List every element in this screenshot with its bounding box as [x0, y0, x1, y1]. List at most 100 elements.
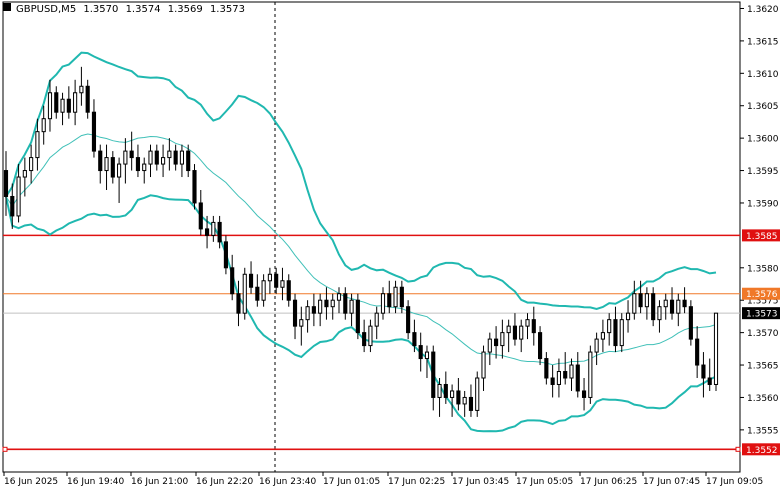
x-tick-label: 16 Jun 22:20 [196, 477, 253, 487]
candle [142, 157, 147, 184]
candle [129, 131, 134, 171]
candle-body-down [255, 286, 260, 301]
candle-body-down [695, 338, 700, 366]
candle-body-down [343, 293, 348, 314]
candle-body-down [98, 150, 103, 172]
horizontal-levels [2, 234, 741, 452]
y-tick-label: 1.3605 [747, 102, 779, 112]
candle-body-up [73, 92, 78, 113]
price-label-text: 1.3585 [746, 232, 778, 242]
candle-body-up [280, 280, 285, 288]
header-open: 1.3570 [83, 4, 118, 15]
candle [73, 79, 78, 126]
candle [431, 345, 436, 411]
candle-body-down [274, 273, 279, 288]
candle-body-up [22, 170, 27, 178]
candle-body-down [575, 364, 580, 392]
candle [217, 215, 222, 249]
candle-body-up [644, 293, 649, 308]
candle [16, 164, 21, 223]
candle-body-up [179, 150, 185, 165]
candle [500, 319, 505, 359]
candle [154, 144, 159, 171]
candle [450, 384, 455, 417]
candle-body-down [443, 383, 448, 398]
candle [701, 352, 706, 398]
candle [638, 280, 643, 314]
candle-body-up [117, 163, 122, 178]
candle [91, 99, 97, 158]
candle-body-down [355, 299, 360, 334]
candle-body-up [632, 293, 637, 314]
candle [274, 267, 279, 294]
candle [481, 345, 486, 391]
candle [330, 293, 335, 320]
y-tick-label: 1.3565 [747, 362, 779, 372]
candle-body-up [393, 286, 398, 308]
candle [651, 287, 656, 327]
candle-body-up [487, 338, 492, 353]
header-close: 1.3573 [210, 4, 245, 15]
plot-frame [2, 1, 741, 473]
axes: 1.3620 1.3615 1.3610 1.3605 1.3600 1.3595 1.35… [3, 5, 780, 487]
candle-body-up [500, 332, 505, 347]
candle-body-up [525, 319, 530, 327]
candle-body-down [431, 351, 436, 398]
candle [135, 144, 141, 178]
candle-body-down [10, 195, 15, 217]
candle-body-down [110, 157, 115, 178]
candle-body-up [349, 299, 354, 314]
candle [512, 313, 518, 346]
moving-average-line [5, 133, 717, 366]
candle [230, 254, 235, 301]
candle [192, 164, 197, 210]
x-tick-label: 17 Jun 01:05 [323, 477, 380, 487]
candles [3, 66, 719, 417]
symbol-marker-icon [3, 3, 11, 11]
candle-body-up [142, 163, 147, 172]
candle [418, 332, 423, 372]
y-tick-label: 1.3615 [747, 37, 779, 47]
candle-body-up [161, 157, 166, 165]
candle [437, 378, 442, 417]
x-tick-label: 17 Jun 02:25 [388, 477, 445, 487]
candle [104, 144, 109, 190]
candle-body-down [186, 150, 191, 172]
candle-body-up [424, 351, 430, 360]
candle [581, 378, 587, 411]
candle-body-down [198, 202, 203, 230]
candle-body-up [211, 221, 216, 236]
candle [173, 144, 178, 171]
candle [475, 371, 480, 417]
candle [688, 300, 693, 346]
candle [713, 312, 719, 391]
candle-body-down [456, 390, 461, 405]
candle [550, 365, 555, 398]
svg-text:GBPUSD,M5 1.3570: GBPUSD,M5 1.3570 1.3574 1.3569 1.3573 [16, 4, 245, 15]
candle-body-up [305, 306, 310, 321]
candle [286, 274, 291, 307]
candle [607, 313, 612, 346]
candle-body-up [261, 280, 266, 301]
candle [179, 144, 185, 178]
candle-body-up [663, 299, 668, 308]
candle [594, 332, 599, 366]
candle-body-down [204, 228, 210, 236]
candle-body-up [594, 338, 599, 353]
candle [657, 300, 662, 333]
candle [79, 66, 84, 106]
candle-body-up [607, 319, 612, 334]
y-tick-label: 1.3600 [747, 135, 779, 145]
candle-body-up [625, 312, 631, 321]
candle-body-up [368, 325, 373, 347]
candle-body-down [613, 319, 618, 347]
candle [443, 371, 448, 404]
candle [110, 151, 115, 184]
candle-body-down [468, 396, 474, 411]
candle-body-up [16, 176, 21, 217]
candle-body-down [418, 345, 423, 360]
candle-body-down [531, 319, 536, 334]
candle-body-down [512, 325, 518, 340]
candle-body-down [236, 293, 241, 314]
candle-body-down [550, 377, 555, 385]
